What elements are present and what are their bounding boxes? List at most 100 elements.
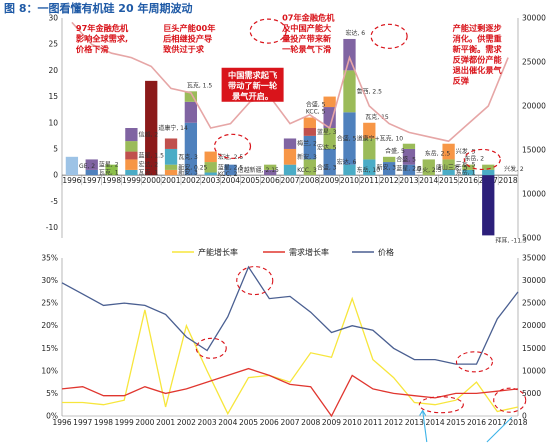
bottom-x-tick-label: 1997 xyxy=(73,418,92,427)
bar-data-label: 信越新疆, 2.15 xyxy=(238,166,279,174)
legend-entry: 产能增长率 xyxy=(198,247,238,257)
capacity-bar-segment xyxy=(125,141,138,152)
annotation-1997-crisis: 价格下滑 xyxy=(76,44,109,54)
capacity-bar-segment xyxy=(164,148,178,165)
bottom-chart-axes: 35% 30% 25% 20% 15% 10% 5% 0% 35000 30000 25000 200… xyxy=(41,254,546,428)
bar-data-label: 道康宁, 14 xyxy=(158,124,188,132)
top-right-tick-label: 20000 xyxy=(522,102,546,111)
bottom-x-tick-label: 2006 xyxy=(260,418,279,427)
dashed-highlight-2014 xyxy=(418,396,464,414)
bottom-x-tick-label: 2007 xyxy=(280,418,299,427)
bottom-right-tick-label: 30000 xyxy=(522,276,546,285)
bottom-x-tick-label: 2015 xyxy=(446,418,465,427)
top-chart-price-line xyxy=(71,21,509,143)
top-x-tick-label: 2010 xyxy=(340,176,359,185)
bar-data-label: 合盛, 5 xyxy=(396,155,416,163)
bottom-right-tick-label: 15000 xyxy=(522,344,546,353)
annotation-2007-crisis: 量投产带来新 xyxy=(282,34,332,44)
capacity-bar-segment xyxy=(482,164,495,170)
series-line-1 xyxy=(61,367,519,418)
bar-data-label: 宏达, 2 xyxy=(139,161,159,169)
capacity-bar-segment xyxy=(184,101,198,123)
top-left-tick-label: 30 xyxy=(48,14,58,23)
bar-data-label: GE, 2 xyxy=(79,163,95,170)
bottom-chart-legend: 产能增长率 需求增长率 价格 xyxy=(172,247,394,257)
bottom-x-tick-label: 2001 xyxy=(156,418,175,427)
annotation-2007-crisis: 及中国产能大 xyxy=(282,23,332,33)
bar-data-label: KCC, 5 xyxy=(306,109,326,116)
bar-data-label: 兴发, 5 xyxy=(456,148,476,156)
capacity-bar-segment xyxy=(422,159,435,176)
top-x-tick-label: 1998 xyxy=(102,176,121,185)
dashed-highlight-2018 xyxy=(493,387,527,413)
capacity-bar-segment xyxy=(323,96,336,108)
bottom-left-tick-label: 10% xyxy=(41,366,58,375)
capacity-bar-segment xyxy=(382,156,396,163)
bar-data-label: 瓦克, 1 xyxy=(139,169,159,177)
top-x-tick-label: 1997 xyxy=(82,176,101,185)
callout-arrow-head xyxy=(419,409,427,416)
top-left-tick-label: 5 xyxy=(53,144,58,153)
bottom-chart-highlights xyxy=(195,266,527,443)
bottom-x-tick-label: 2002 xyxy=(177,418,196,427)
capacity-bar-segment xyxy=(283,148,297,165)
dashed-highlight-2016 xyxy=(455,351,494,373)
capacity-bar-segment xyxy=(204,172,217,176)
bar-data-label: 东岳, 2 xyxy=(464,155,484,163)
bar-data-label: 东岳, 10 xyxy=(357,166,381,174)
capacity-bar-segment xyxy=(343,38,356,71)
capacity-bar-segment xyxy=(323,148,336,176)
bottom-x-tick-label: 2005 xyxy=(239,418,258,427)
top-left-tick-label: 25 xyxy=(48,40,58,49)
top-left-tick-label: 0 xyxy=(53,171,58,180)
bottom-left-tick-label: 15% xyxy=(41,344,58,353)
series-line-2 xyxy=(61,265,519,365)
bottom-x-tick-label: 1996 xyxy=(52,418,71,427)
capacity-bar-segment xyxy=(363,138,376,160)
top-chart-capacity-additions: 302520151050-5-1030000250002000015000100… xyxy=(46,13,546,245)
bar-data-label: 星火, 2.5 xyxy=(416,167,442,174)
bar-data-label: 蓝星, 3 xyxy=(317,128,337,136)
bottom-left-tick-label: 5% xyxy=(46,389,58,398)
bar-data-label: 东岳, 1 xyxy=(456,169,476,177)
top-chart-axes: 302520151050-5-1030000250002000015000100… xyxy=(46,14,546,243)
capacity-bar-segment xyxy=(164,138,178,149)
bar-data-label: 新安, 0.25 xyxy=(178,163,207,171)
annotation-rebalance: 新平衡。需求 xyxy=(453,44,503,54)
bottom-x-tick-label: 2012 xyxy=(384,418,403,427)
capacity-bar-segment xyxy=(204,151,217,163)
top-right-tick-label: 10000 xyxy=(522,190,546,199)
capacity-bar-segment xyxy=(402,164,416,176)
top-left-tick-label: 10 xyxy=(48,118,58,127)
top-x-tick-label: 2016 xyxy=(459,176,478,185)
bottom-right-tick-label: 35000 xyxy=(522,254,546,263)
bar-data-label: 合盛, 5 xyxy=(385,147,405,155)
capacity-bar-segment xyxy=(303,128,316,136)
annotation-rebalance: 反弹 xyxy=(453,76,470,86)
top-x-tick-label: 1996 xyxy=(62,176,81,185)
bottom-x-tick-label: 2011 xyxy=(363,418,382,427)
series-line-0 xyxy=(62,296,519,416)
bar-data-label: KCC, 3 xyxy=(297,167,317,174)
dashed-highlight-2016 xyxy=(463,148,501,171)
bottom-chart-lines xyxy=(61,265,519,418)
bar-data-label: 宏达, 6 xyxy=(345,29,365,37)
capacity-bar-segment xyxy=(303,117,316,128)
bottom-x-tick-label: 2018 xyxy=(508,418,527,427)
bottom-right-tick-label: 25000 xyxy=(522,299,546,308)
bottom-chart-growth-and-price: 产能增长率 需求增长率 价格 35% 30% 25% 20% 15% 10% 5% 0% 35000… xyxy=(41,247,546,443)
capacity-bar-segment xyxy=(283,164,297,176)
capacity-bar-segment xyxy=(264,164,277,170)
bottom-x-tick-label: 1999 xyxy=(115,418,134,427)
bar-data-label: 合盛, 5 xyxy=(306,101,326,109)
top-x-tick-label: 2000 xyxy=(142,176,161,185)
callout-arrow xyxy=(422,410,428,443)
top-left-tick-label: -10 xyxy=(46,223,58,232)
bottom-x-tick-label: 2000 xyxy=(135,418,154,427)
top-x-tick-label: 1999 xyxy=(122,176,141,185)
bar-data-label: 唐山三友, 5 xyxy=(436,163,468,171)
bar-data-label: 信越, 2 xyxy=(139,131,159,139)
bottom-x-tick-label: 2010 xyxy=(343,418,362,427)
top-chart-bar-labels: GE, 2瓦克, 1蓝星, 2瓦克, 1宏达, 2蓝星, 1.5信越, 2道康宁… xyxy=(79,29,527,244)
